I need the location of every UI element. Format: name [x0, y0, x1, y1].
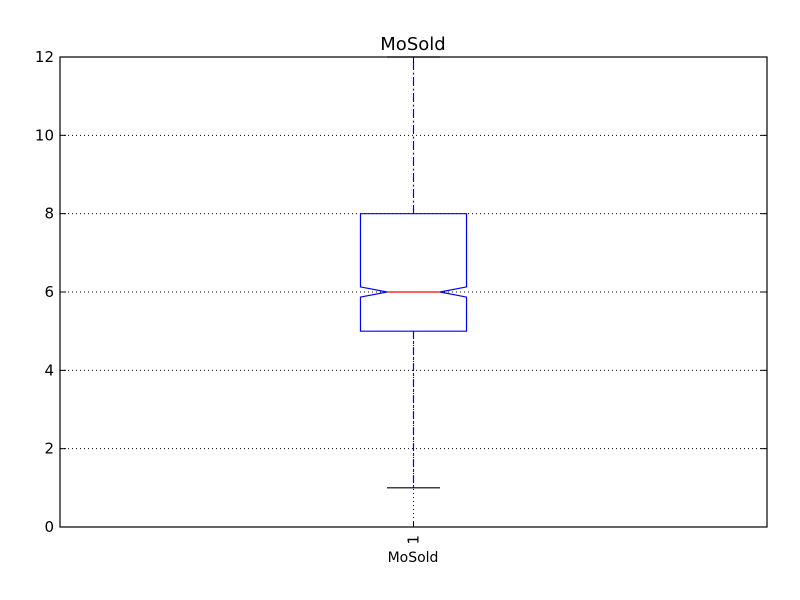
y-tick-label: 8	[44, 205, 54, 223]
y-tick-label: 12	[35, 48, 54, 66]
box-layer	[359, 56, 468, 489]
axis-layer: 0 2 4 6 8 10 12 1	[35, 48, 767, 545]
y-tick-label: 10	[35, 126, 54, 144]
y-tick-label: 4	[44, 361, 54, 379]
box-body	[359, 213, 468, 332]
x-axis-label: MoSold	[388, 550, 439, 566]
x-tick-label: 1	[405, 535, 423, 545]
chart-title: MoSold	[380, 34, 445, 55]
y-tick-label: 6	[44, 283, 54, 301]
y-tick-label: 2	[44, 440, 54, 458]
y-tick-label: 0	[44, 518, 54, 536]
